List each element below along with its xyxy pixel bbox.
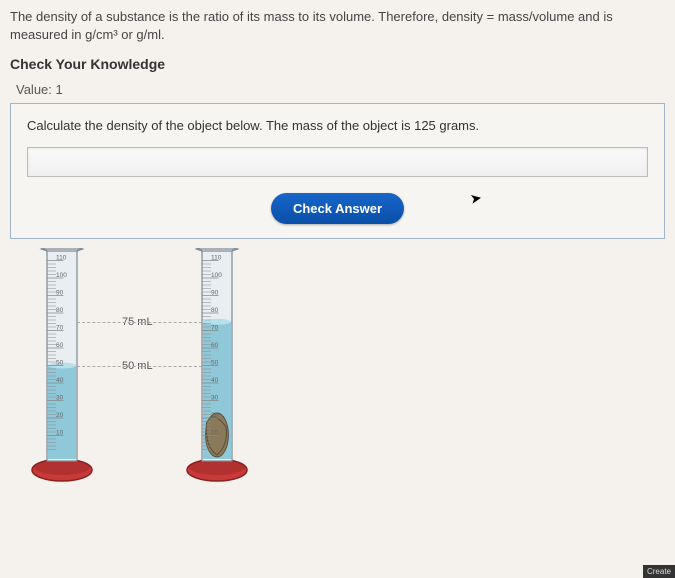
question-panel: Calculate the density of the object belo… [10,103,665,239]
intro-text: The density of a substance is the ratio … [10,8,665,44]
check-answer-button[interactable]: Check Answer [271,193,404,224]
svg-text:100: 100 [211,272,222,279]
question-text: Calculate the density of the object belo… [27,118,648,133]
svg-text:50: 50 [211,360,219,367]
svg-text:110: 110 [211,255,222,262]
value-label: Value: 1 [16,82,665,97]
svg-text:60: 60 [211,342,219,349]
cylinder-diagram: 110 100 90 80 70 60 50 40 30 20 10 110 100 90 80 70 60 5… [30,245,665,505]
svg-text:60: 60 [56,342,64,349]
svg-text:10: 10 [56,430,64,437]
svg-text:30: 30 [211,395,219,402]
footer-tag: Create [643,565,675,578]
cursor-icon: ➤ [469,189,484,208]
svg-text:80: 80 [56,307,64,314]
section-heading: Check Your Knowledge [10,56,665,72]
svg-text:40: 40 [211,377,219,384]
svg-text:40: 40 [56,377,64,384]
dashed-line-50 [77,366,202,367]
svg-text:90: 90 [211,290,219,297]
svg-text:100: 100 [56,272,67,279]
svg-text:10: 10 [211,430,219,437]
dashed-line-75 [77,322,202,323]
svg-text:70: 70 [211,325,219,332]
svg-text:30: 30 [56,395,64,402]
svg-text:20: 20 [211,412,219,419]
answer-input[interactable] [27,147,648,177]
svg-text:70: 70 [56,325,64,332]
svg-text:80: 80 [211,307,219,314]
svg-text:50: 50 [56,360,64,367]
svg-text:20: 20 [56,412,64,419]
svg-text:90: 90 [56,290,64,297]
svg-text:110: 110 [56,255,67,262]
